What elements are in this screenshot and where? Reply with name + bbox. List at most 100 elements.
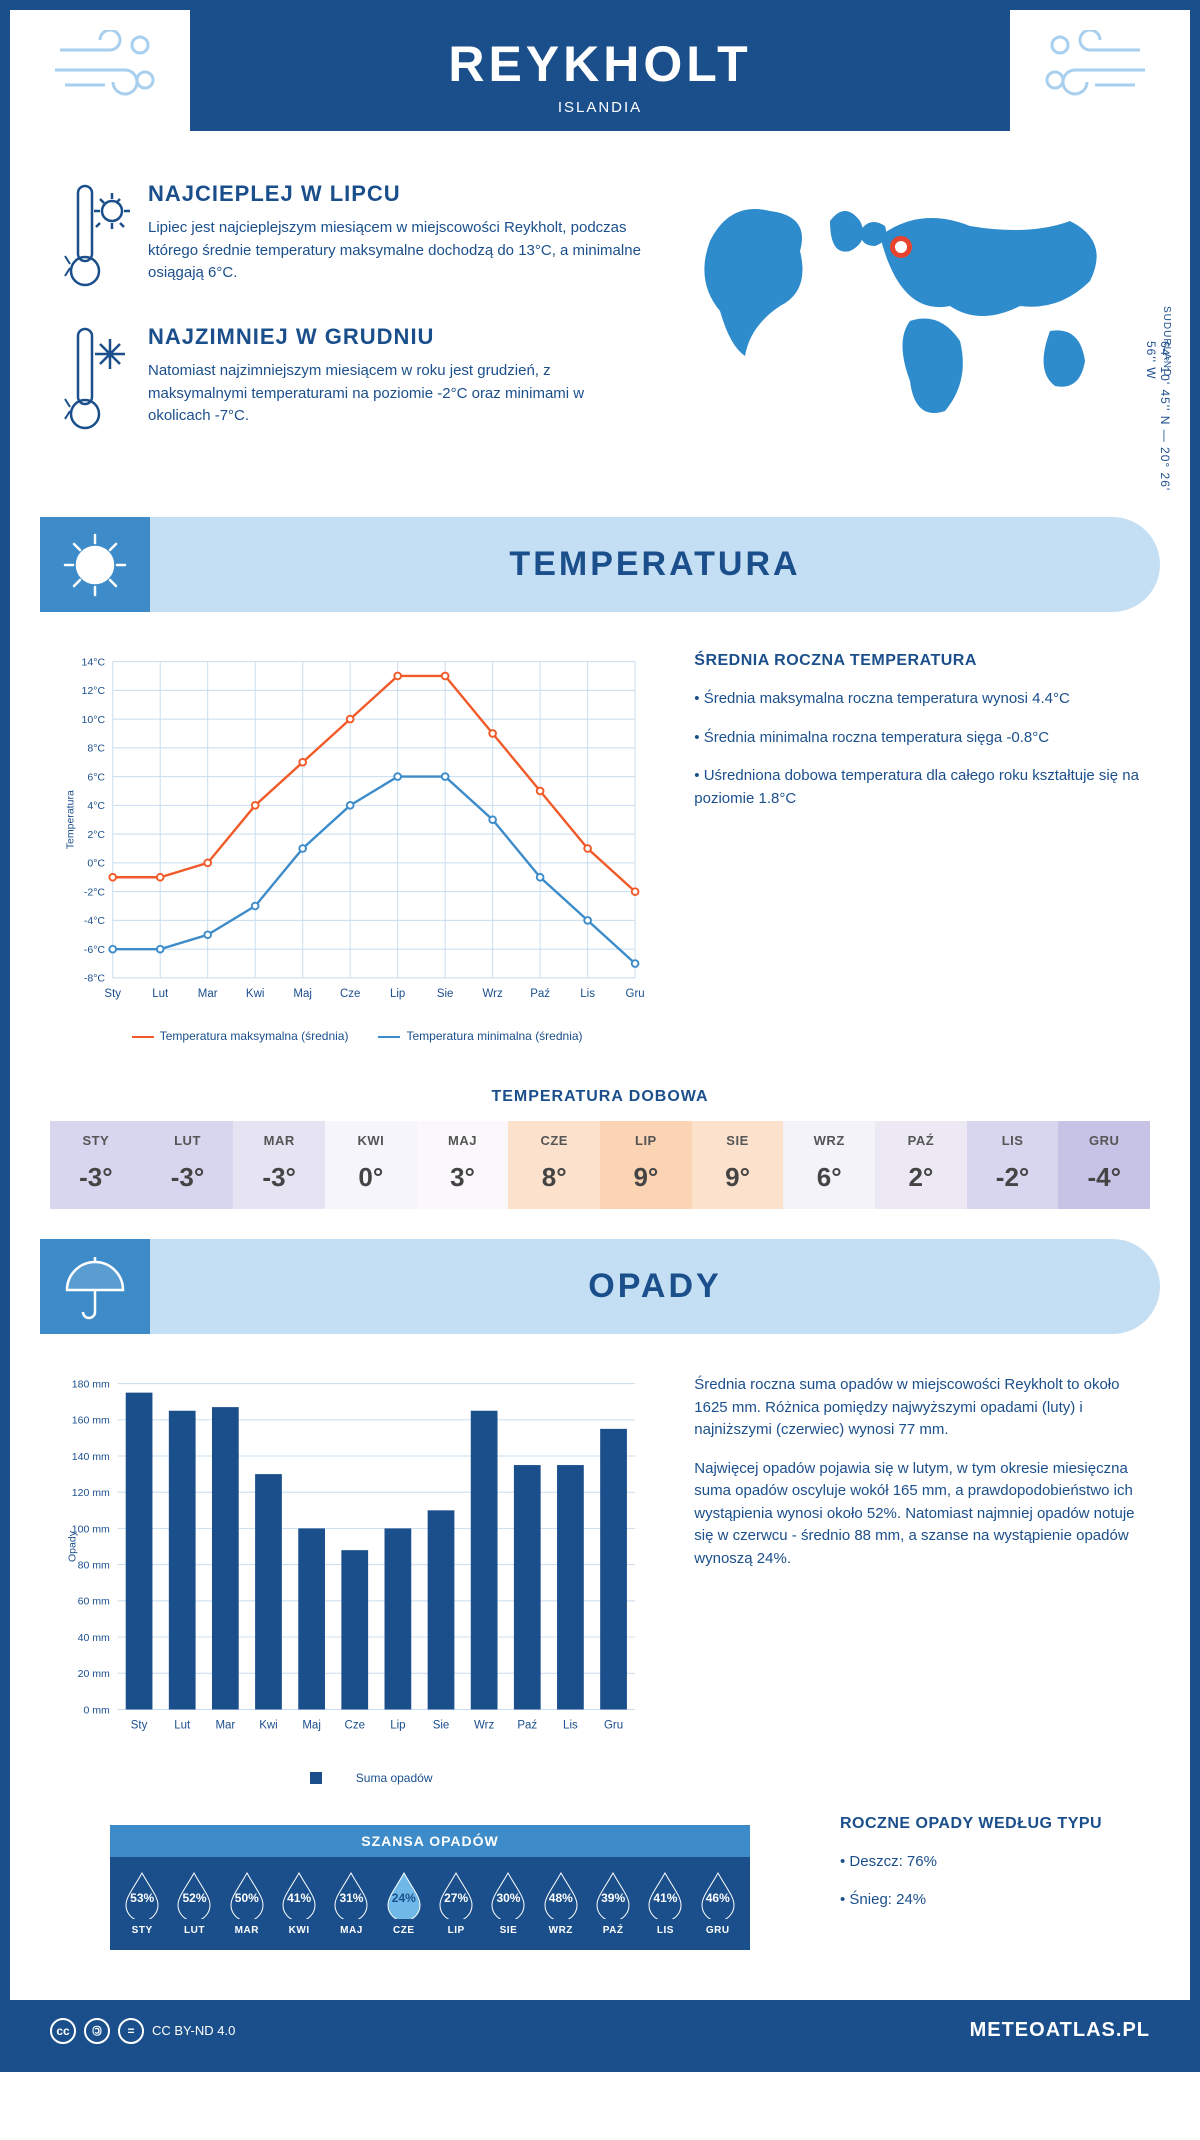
temperature-chart: -8°C-6°C-4°C-2°C0°C2°C4°C6°C8°C10°C12°C1… <box>60 652 654 1043</box>
svg-text:Gru: Gru <box>626 988 645 1000</box>
svg-text:-6°C: -6°C <box>84 944 106 956</box>
svg-text:Mar: Mar <box>198 988 218 1000</box>
svg-text:4°C: 4°C <box>87 800 105 812</box>
svg-text:Maj: Maj <box>302 1720 321 1732</box>
svg-text:-4°C: -4°C <box>84 915 106 927</box>
precip-p2: Najwięcej opadów pojawia się w lutym, w … <box>694 1458 1140 1571</box>
thermometer-snow-icon <box>60 324 130 439</box>
rain-drop: 52% LUT <box>175 1871 213 1936</box>
rain-drop: 31% MAJ <box>332 1871 370 1936</box>
svg-text:Kwi: Kwi <box>246 988 265 1000</box>
coordinates: 64° 10' 45'' N — 20° 26' 56'' W <box>1144 341 1172 497</box>
precip-type-title: ROCZNE OPADY WEDŁUG TYPU <box>840 1815 1110 1833</box>
wind-icon <box>1040 30 1150 112</box>
precip-p1: Średnia roczna suma opadów w miejscowośc… <box>694 1374 1140 1442</box>
daily-cell: LIP9° <box>600 1121 692 1209</box>
svg-text:Paź: Paź <box>517 1720 537 1732</box>
legend-max: Temperatura maksymalna (średnia) <box>132 1029 349 1043</box>
rain-drop: 41% LIS <box>646 1871 684 1936</box>
precip-section-banner: OPADY <box>40 1239 1160 1334</box>
svg-text:Lis: Lis <box>580 988 595 1000</box>
by-icon: 🄯 <box>84 2018 110 2044</box>
location-title: REYKHOLT <box>190 35 1010 93</box>
temperature-legend: Temperatura maksymalna (średnia) Tempera… <box>60 1029 654 1043</box>
svg-text:-8°C: -8°C <box>84 973 106 985</box>
umbrella-icon <box>40 1239 150 1334</box>
rain-drop: 24% CZE <box>385 1871 423 1936</box>
rain-drop: 30% SIE <box>489 1871 527 1936</box>
svg-text:8°C: 8°C <box>87 743 105 755</box>
precip-chart: 0 mm20 mm40 mm60 mm80 mm100 mm120 mm140 … <box>60 1374 654 1784</box>
location-marker-icon <box>890 236 912 258</box>
svg-text:Sie: Sie <box>433 1720 450 1732</box>
svg-text:180 mm: 180 mm <box>72 1379 110 1391</box>
rain-drop: 50% MAR <box>228 1871 266 1936</box>
svg-text:Gru: Gru <box>604 1720 623 1732</box>
precip-legend: Suma opadów <box>60 1771 654 1785</box>
sun-icon <box>40 517 150 612</box>
rain-drop: 53% STY <box>123 1871 161 1936</box>
svg-text:160 mm: 160 mm <box>72 1415 110 1427</box>
svg-text:0°C: 0°C <box>87 858 105 870</box>
svg-text:10°C: 10°C <box>82 714 106 726</box>
svg-text:Lut: Lut <box>174 1720 191 1732</box>
rain-drop: 27% LIP <box>437 1871 475 1936</box>
svg-text:Lip: Lip <box>390 1720 405 1732</box>
svg-text:Opady: Opady <box>66 1531 78 1563</box>
svg-text:Maj: Maj <box>293 988 312 1000</box>
temperature-title: TEMPERATURA <box>150 517 1160 612</box>
svg-text:12°C: 12°C <box>82 685 106 697</box>
world-map <box>680 181 1140 467</box>
daily-cell: GRU-4° <box>1058 1121 1150 1209</box>
daily-cell: SIE9° <box>692 1121 784 1209</box>
coldest-title: NAJZIMNIEJ W GRUDNIU <box>148 324 650 350</box>
rain-drop: 41% KWI <box>280 1871 318 1936</box>
rain-drop: 48% WRZ <box>542 1871 580 1936</box>
svg-text:0 mm: 0 mm <box>84 1705 111 1717</box>
daily-temp-table: STY-3°LUT-3°MAR-3°KWI0°MAJ3°CZE8°LIP9°SI… <box>50 1121 1150 1209</box>
thermometer-sun-icon <box>60 181 130 296</box>
avg-year-title: ŚREDNIA ROCZNA TEMPERATURA <box>694 652 1140 670</box>
warmest-text: Lipiec jest najcieplejszym miesiącem w m… <box>148 217 650 285</box>
svg-text:Cze: Cze <box>340 988 360 1000</box>
svg-text:Cze: Cze <box>345 1720 365 1732</box>
rain-drop: 39% PAŹ <box>594 1871 632 1936</box>
precip-text-block: Średnia roczna suma opadów w miejscowośc… <box>694 1374 1140 1586</box>
svg-text:14°C: 14°C <box>82 656 106 668</box>
avg-year-item: • Średnia maksymalna roczna temperatura … <box>694 688 1140 711</box>
svg-text:6°C: 6°C <box>87 771 105 783</box>
header-banner: REYKHOLT ISLANDIA <box>190 10 1010 131</box>
daily-cell: MAR-3° <box>233 1121 325 1209</box>
rain-drop: 46% GRU <box>699 1871 737 1936</box>
daily-cell: LIS-2° <box>967 1121 1059 1209</box>
svg-text:20 mm: 20 mm <box>78 1668 110 1680</box>
nd-icon: = <box>118 2018 144 2044</box>
temperature-section-banner: TEMPERATURA <box>40 517 1160 612</box>
svg-text:Lut: Lut <box>152 988 169 1000</box>
svg-text:Wrz: Wrz <box>483 988 503 1000</box>
cc-icon: cc <box>50 2018 76 2044</box>
svg-text:140 mm: 140 mm <box>72 1451 110 1463</box>
svg-text:Sty: Sty <box>131 1720 148 1732</box>
svg-text:Mar: Mar <box>215 1720 235 1732</box>
wind-icon <box>50 30 160 112</box>
svg-text:80 mm: 80 mm <box>78 1560 110 1572</box>
daily-cell: LUT-3° <box>142 1121 234 1209</box>
svg-text:Lis: Lis <box>563 1720 578 1732</box>
license-block: cc 🄯 = CC BY-ND 4.0 <box>50 2018 235 2044</box>
daily-temp-title: TEMPERATURA DOBOWA <box>10 1088 1190 1106</box>
coldest-block: NAJZIMNIEJ W GRUDNIU Natomiast najzimnie… <box>60 324 650 439</box>
avg-year-item: • Uśredniona dobowa temperatura dla całe… <box>694 765 1140 810</box>
daily-cell: PAŹ2° <box>875 1121 967 1209</box>
avg-year-item: • Średnia minimalna roczna temperatura s… <box>694 727 1140 750</box>
rain-chance-title: SZANSA OPADÓW <box>110 1825 750 1857</box>
svg-text:Lip: Lip <box>390 988 405 1000</box>
daily-cell: STY-3° <box>50 1121 142 1209</box>
brand-name: METEOATLAS.PL <box>970 2019 1150 2042</box>
svg-text:-2°C: -2°C <box>84 886 106 898</box>
daily-cell: CZE8° <box>508 1121 600 1209</box>
precip-type-item: • Deszcz: 76% <box>840 1851 1110 1874</box>
daily-cell: WRZ6° <box>783 1121 875 1209</box>
svg-text:Kwi: Kwi <box>259 1720 278 1732</box>
svg-text:Paź: Paź <box>530 988 550 1000</box>
